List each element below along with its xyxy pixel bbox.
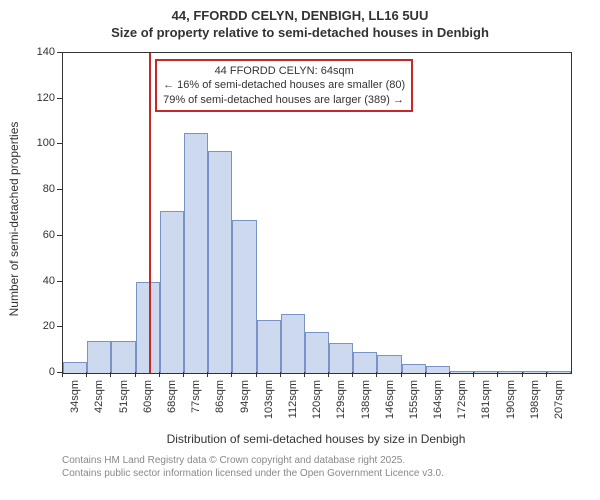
title-line1: 44, FFORDD CELYN, DENBIGH, LL16 5UU: [0, 8, 600, 25]
x-tick-mark: [352, 372, 353, 377]
chart-title: 44, FFORDD CELYN, DENBIGH, LL16 5UU Size…: [0, 0, 600, 42]
y-tick-mark: [57, 235, 62, 236]
histogram-bar: [136, 282, 160, 373]
x-tick-mark: [159, 372, 160, 377]
histogram-bar: [329, 343, 353, 373]
x-tick-mark: [207, 372, 208, 377]
histogram-bar: [353, 352, 377, 373]
histogram-bar: [426, 366, 450, 373]
histogram-bar: [87, 341, 111, 373]
x-tick-mark: [280, 372, 281, 377]
x-tick-label: 138sqm: [360, 380, 372, 419]
x-tick-label: 34sqm: [69, 380, 81, 413]
histogram-bar: [474, 371, 498, 373]
x-tick-label: 68sqm: [166, 380, 178, 413]
y-tick-mark: [57, 326, 62, 327]
x-tick-mark: [62, 372, 63, 377]
histogram-bar: [184, 133, 208, 373]
y-tick-mark: [57, 52, 62, 53]
histogram-bar: [498, 371, 522, 373]
histogram-bar: [160, 211, 184, 373]
x-tick-mark: [86, 372, 87, 377]
histogram-bar: [208, 151, 232, 373]
x-tick-label: 42sqm: [93, 380, 105, 413]
x-tick-mark: [110, 372, 111, 377]
x-tick-mark: [449, 372, 450, 377]
x-tick-mark: [522, 372, 523, 377]
y-tick-mark: [57, 281, 62, 282]
annotation-line3: 79% of semi-detached houses are larger (…: [163, 93, 405, 107]
x-tick-label: 172sqm: [456, 380, 468, 419]
y-tick-label: 120: [27, 92, 55, 104]
y-tick-label: 140: [27, 46, 55, 58]
histogram-bar: [63, 362, 87, 373]
plot-area: 44 FFORDD CELYN: 64sqm ← 16% of semi-det…: [62, 52, 572, 374]
y-tick-label: 20: [27, 320, 55, 332]
x-tick-label: 51sqm: [118, 380, 130, 413]
y-tick-label: 0: [27, 366, 55, 378]
x-tick-label: 112sqm: [287, 380, 299, 418]
histogram-bar: [450, 371, 474, 373]
x-tick-mark: [473, 372, 474, 377]
histogram-bar: [257, 320, 281, 373]
histogram-bar: [377, 355, 401, 373]
x-tick-label: 198sqm: [529, 380, 541, 419]
x-tick-mark: [546, 372, 547, 377]
x-tick-mark: [376, 372, 377, 377]
x-tick-label: 94sqm: [239, 380, 251, 413]
y-tick-label: 40: [27, 275, 55, 287]
x-tick-mark: [497, 372, 498, 377]
x-axis-label: Distribution of semi-detached houses by …: [62, 432, 570, 446]
x-tick-label: 129sqm: [335, 380, 347, 419]
x-tick-mark: [401, 372, 402, 377]
y-tick-label: 60: [27, 229, 55, 241]
x-tick-label: 164sqm: [432, 380, 444, 419]
annotation-box: 44 FFORDD CELYN: 64sqm ← 16% of semi-det…: [155, 59, 413, 112]
x-tick-mark: [304, 372, 305, 377]
x-tick-mark: [256, 372, 257, 377]
histogram-bar: [523, 371, 547, 373]
y-tick-mark: [57, 98, 62, 99]
x-tick-mark: [328, 372, 329, 377]
x-tick-mark: [425, 372, 426, 377]
attribution-line2: Contains public sector information licen…: [62, 467, 444, 480]
annotation-line2: ← 16% of semi-detached houses are smalle…: [163, 78, 405, 92]
y-tick-label: 100: [27, 137, 55, 149]
x-tick-label: 190sqm: [505, 380, 517, 419]
title-line2: Size of property relative to semi-detach…: [0, 25, 600, 42]
histogram-bar: [232, 220, 256, 373]
x-tick-mark: [183, 372, 184, 377]
histogram-bar: [402, 364, 426, 373]
x-tick-mark: [135, 372, 136, 377]
x-tick-label: 181sqm: [480, 380, 492, 419]
x-tick-label: 60sqm: [142, 380, 154, 413]
x-tick-label: 120sqm: [311, 380, 323, 419]
attribution-line1: Contains HM Land Registry data © Crown c…: [62, 454, 444, 467]
y-axis-label: Number of semi-detached properties: [7, 119, 21, 319]
y-tick-mark: [57, 143, 62, 144]
x-tick-label: 77sqm: [190, 380, 202, 413]
reference-line: [149, 53, 151, 373]
annotation-line1: 44 FFORDD CELYN: 64sqm: [163, 64, 405, 78]
x-tick-label: 207sqm: [553, 380, 565, 419]
x-tick-mark: [231, 372, 232, 377]
histogram-bar: [111, 341, 135, 373]
x-tick-label: 155sqm: [408, 380, 420, 419]
x-tick-label: 103sqm: [263, 380, 275, 419]
histogram-bar: [305, 332, 329, 373]
x-tick-label: 86sqm: [214, 380, 226, 413]
x-tick-label: 146sqm: [384, 380, 396, 419]
histogram-bar: [547, 371, 571, 373]
y-tick-mark: [57, 189, 62, 190]
histogram-bar: [281, 314, 305, 373]
chart-container: 44, FFORDD CELYN, DENBIGH, LL16 5UU Size…: [0, 0, 600, 500]
y-tick-label: 80: [27, 183, 55, 195]
attribution: Contains HM Land Registry data © Crown c…: [62, 454, 444, 480]
